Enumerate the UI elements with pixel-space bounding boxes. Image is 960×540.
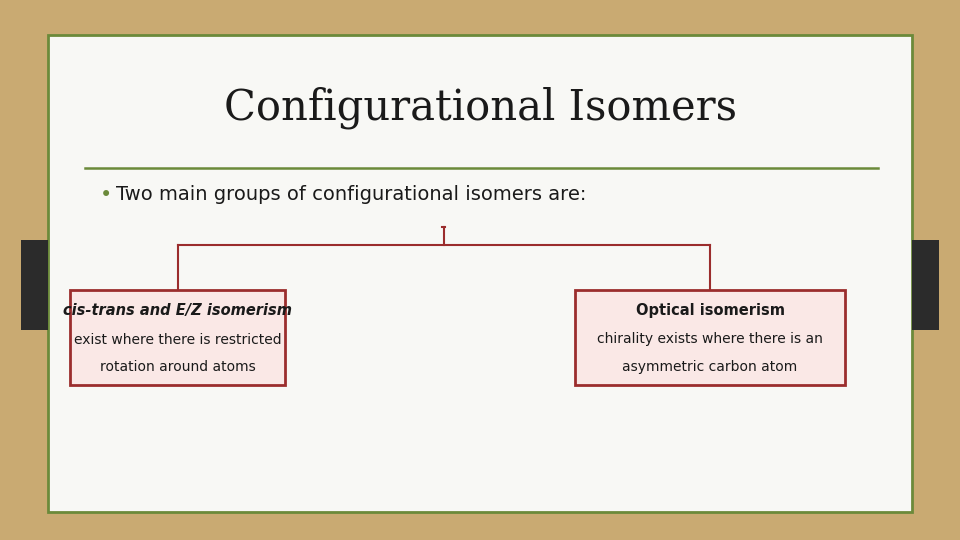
Text: cis-trans and E/Z isomerism: cis-trans and E/Z isomerism — [63, 302, 292, 318]
FancyBboxPatch shape — [912, 240, 939, 330]
FancyBboxPatch shape — [70, 290, 285, 385]
FancyBboxPatch shape — [575, 290, 845, 385]
Text: Optical isomerism: Optical isomerism — [636, 302, 784, 318]
Text: rotation around atoms: rotation around atoms — [100, 360, 255, 374]
Text: Configurational Isomers: Configurational Isomers — [224, 87, 736, 129]
Text: chirality exists where there is an: chirality exists where there is an — [597, 333, 823, 347]
Text: •: • — [100, 185, 112, 205]
FancyBboxPatch shape — [48, 35, 912, 512]
Text: Two main groups of configurational isomers are:: Two main groups of configurational isome… — [116, 186, 587, 205]
Text: asymmetric carbon atom: asymmetric carbon atom — [622, 360, 798, 374]
FancyBboxPatch shape — [21, 240, 48, 330]
Text: exist where there is restricted: exist where there is restricted — [74, 333, 281, 347]
